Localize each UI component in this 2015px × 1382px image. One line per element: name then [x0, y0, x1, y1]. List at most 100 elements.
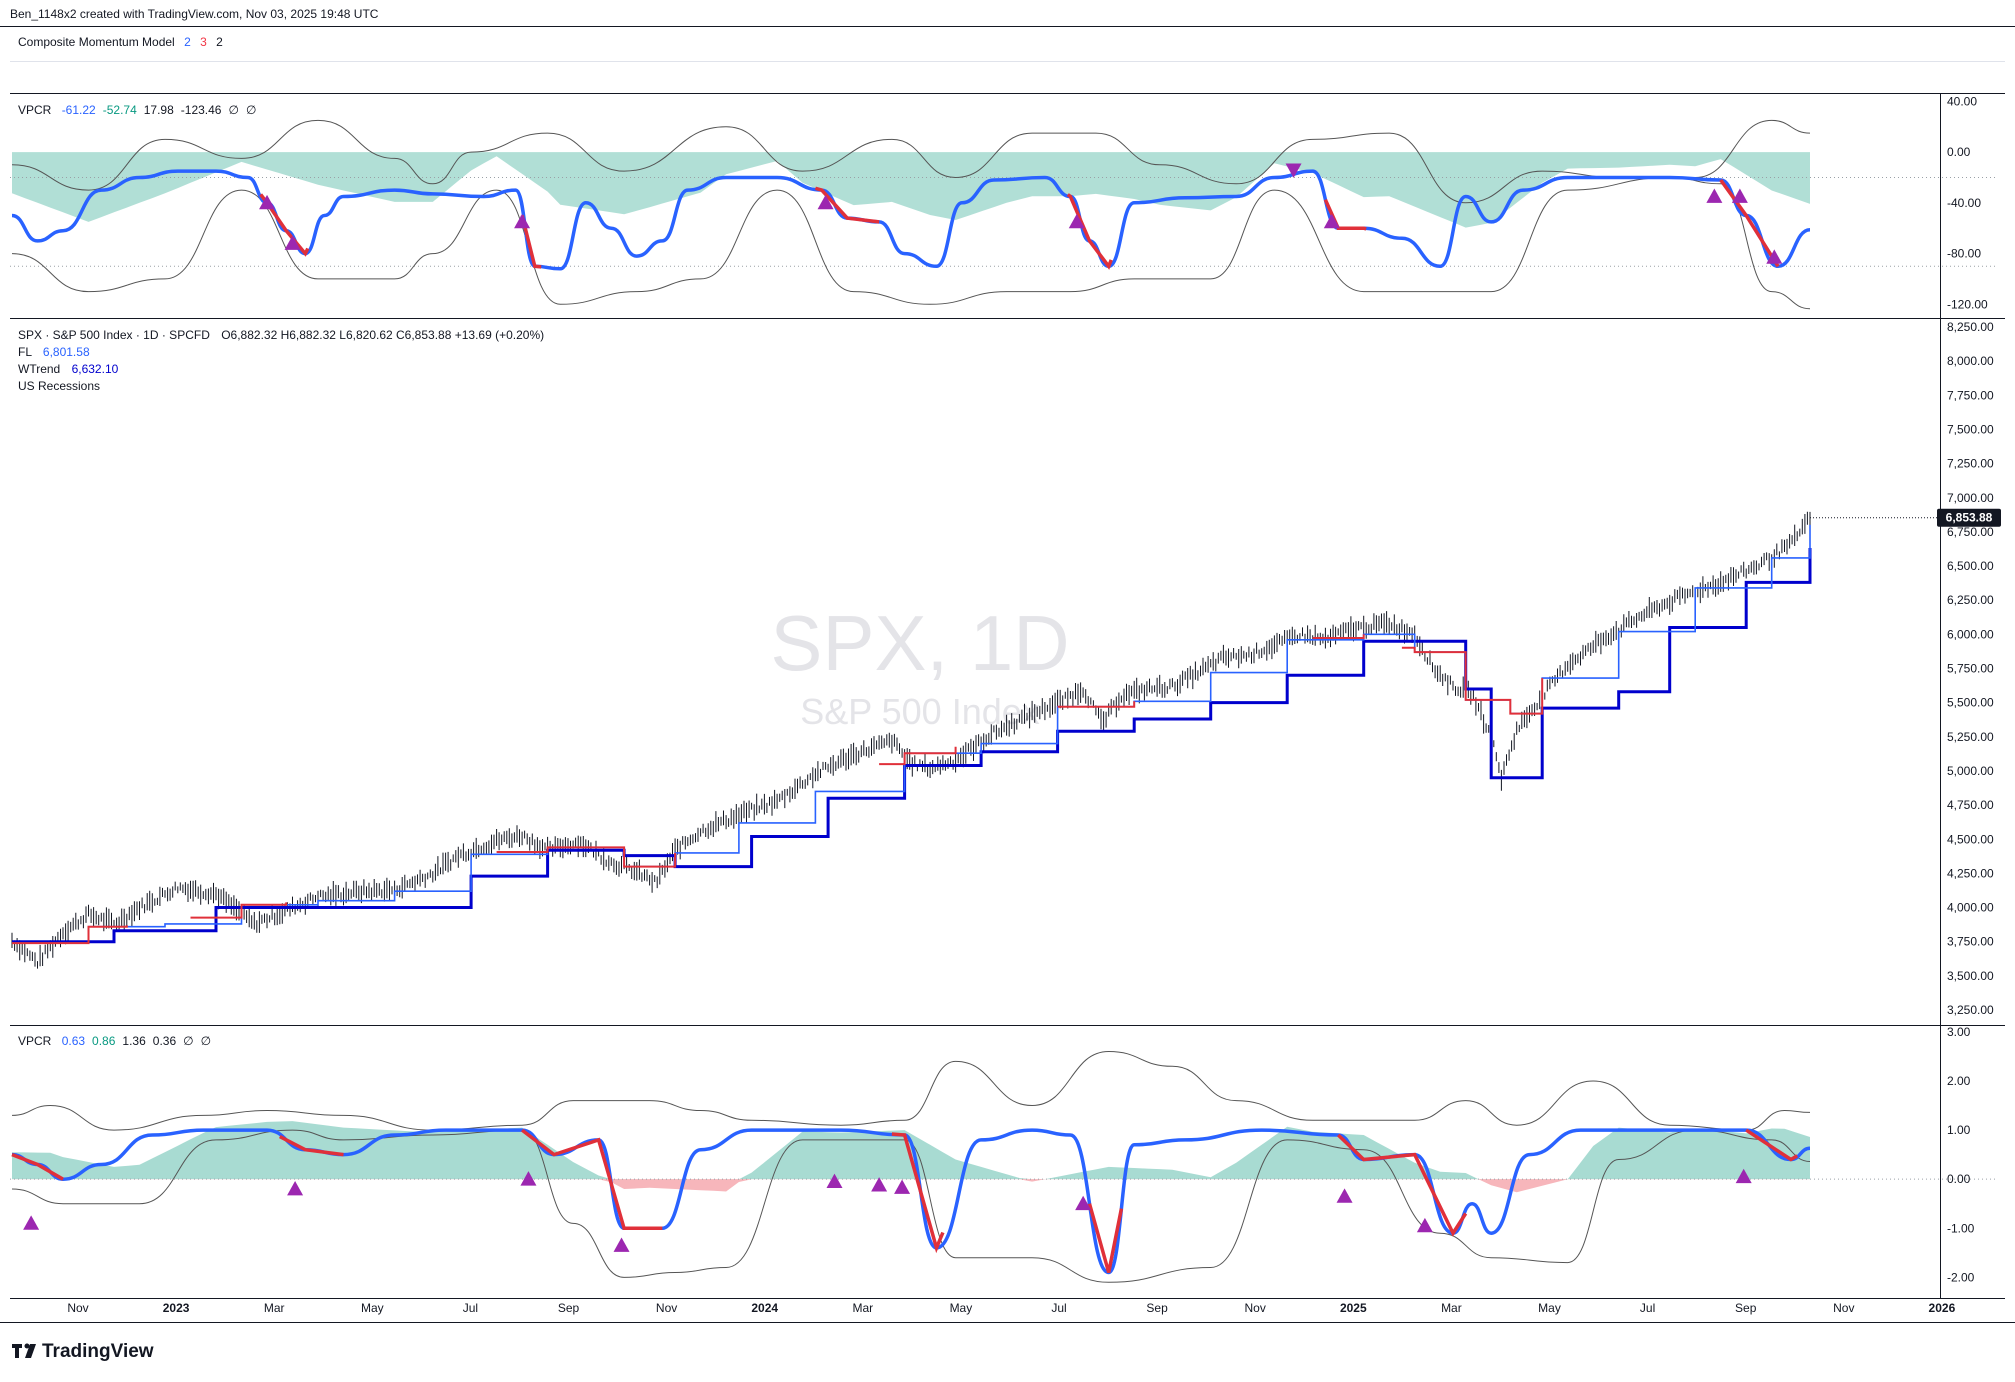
vpcr-top-pane — [10, 119, 1995, 310]
time-axis-label: Nov — [1833, 1301, 1854, 1315]
vpcr-bottom-signal-icon — [871, 1177, 888, 1192]
spx-title: SPX · S&P 500 Index · 1D · SPCFD — [18, 328, 210, 342]
spx-tick-label: 3,500.00 — [1947, 969, 1994, 983]
tradingview-logo-icon — [12, 1343, 36, 1358]
fl-down-segment — [879, 746, 957, 766]
vpcr-bottom-down-segment — [1336, 1133, 1468, 1237]
vpcr-top-tick-label: -80.00 — [1947, 247, 1981, 261]
vpcr-bottom-signal-icon — [1075, 1195, 1092, 1211]
spx-tick-label: 7,000.00 — [1947, 491, 1994, 505]
time-axis-label: 2025 — [1340, 1301, 1367, 1315]
vpcr-top-down-segment — [814, 186, 880, 224]
spx-tick-label: 4,000.00 — [1947, 901, 1994, 915]
price-badge-bg — [1937, 508, 2001, 527]
composite-name: Composite Momentum Model — [18, 35, 175, 49]
vpcr-bottom-legend: VPCR 0.63 0.86 1.36 0.36 ∅ ∅ — [18, 1034, 211, 1048]
vpcr-top-value-4: -123.46 — [181, 103, 222, 117]
spx-tick-label: 8,000.00 — [1947, 354, 1994, 368]
spx-tick-label: 4,500.00 — [1947, 832, 1994, 846]
spx-tick-label: 3,250.00 — [1947, 1003, 1994, 1017]
svg-text:SPX · S&P 500 Index · 1D · SPC: SPX · S&P 500 Index · 1D · SPCFD O6,882.… — [18, 328, 544, 342]
spx-tick-label: 5,250.00 — [1947, 730, 1994, 744]
spx-ohlc: O6,882.32 H6,882.32 L6,820.62 C6,853.88 … — [221, 328, 544, 342]
vpcr-bottom-value-3: 1.36 — [122, 1034, 146, 1048]
vpcr-top-tick-label: -40.00 — [1947, 196, 1981, 210]
price-badge-text: 6,853.88 — [1946, 511, 1993, 525]
spx-tick-label: 6,000.00 — [1947, 627, 1994, 641]
time-axis-label: Jul — [1051, 1301, 1066, 1315]
spx-tick-label: 4,250.00 — [1947, 866, 1994, 880]
spx-price-pane — [11, 511, 1940, 969]
time-axis-label: May — [361, 1301, 384, 1315]
us-recessions-label: US Recessions — [18, 379, 100, 393]
vpcr-top-down-segment — [1066, 193, 1113, 270]
vpcr-bottom-value-6: ∅ — [201, 1034, 211, 1048]
spx-tick-label: 7,750.00 — [1947, 388, 1994, 402]
vpcr-top-down-segment — [520, 215, 542, 269]
spx-tick-label: 8,250.00 — [1947, 320, 1994, 334]
fl-down-segment — [496, 846, 677, 868]
spx-price-axis[interactable]: 8,250.00 8,000.00 7,750.00 7,500.00 7,250.00… — [1947, 320, 1994, 1017]
spx-tick-label: 4,750.00 — [1947, 798, 1994, 812]
spx-tick-label: 3,750.00 — [1947, 935, 1994, 949]
time-axis-label: Nov — [67, 1301, 88, 1315]
vpcr-bottom-down-segment — [279, 1135, 344, 1157]
fl-down-segment — [1057, 701, 1136, 708]
wtrend-value: 6,632.10 — [72, 362, 119, 376]
vpcr-top-value-6: ∅ — [246, 103, 256, 117]
vpcr-top-value-1: -61.22 — [62, 103, 96, 117]
vpcr-bottom-down-segment — [521, 1128, 663, 1231]
vpcr-bottom-signal-icon — [287, 1181, 304, 1196]
time-axis-label: Nov — [656, 1301, 677, 1315]
fl-value: 6,801.58 — [43, 345, 90, 359]
svg-text:WTrend 6,632.10: WTrend 6,632.10 — [18, 362, 119, 376]
vpcr-top-name: VPCR — [18, 103, 52, 117]
vpcr-top-price-axis[interactable]: 40.00 0.00 -40.00 -80.00 -120.00 — [1947, 94, 1988, 311]
tradingview-brand: TradingView — [42, 1341, 154, 1362]
time-axis[interactable]: Nov 2023 Mar May Jul Sep Nov 2024 Mar May Jul Sep No… — [67, 1301, 1955, 1315]
vpcr-bottom-value-1: 0.63 — [62, 1034, 86, 1048]
fl-down-segment — [190, 902, 288, 919]
fl-down-segment — [1401, 646, 1544, 715]
header-bar — [0, 0, 2015, 26]
composite-value-3: 2 — [216, 35, 223, 49]
vpcr-bottom-value-5: ∅ — [183, 1034, 193, 1048]
spx-tick-label: 6,500.00 — [1947, 559, 1994, 573]
vpcr-top-tick-label: 40.00 — [1947, 94, 1977, 108]
vpcr-bottom-lower-band — [11, 1129, 1811, 1283]
vpcr-bottom-tick-label: -2.00 — [1947, 1270, 1975, 1284]
svg-text:Composite Momentum Model: Composite Momentum Model 2 3 2 — [18, 35, 223, 49]
vpcr-top-signal-icon — [1068, 213, 1085, 229]
vpcr-top-signal-icon — [514, 213, 531, 229]
vpcr-bottom-down-segment — [891, 1132, 945, 1254]
time-axis-label: Nov — [1245, 1301, 1266, 1315]
vpcr-top-lower-band — [11, 176, 1811, 310]
vpcr-top-tick-label: 0.00 — [1947, 145, 1971, 159]
spx-tick-label: 6,750.00 — [1947, 525, 1994, 539]
vpcr-bottom-tick-label: -1.00 — [1947, 1221, 1975, 1235]
time-axis-label: Sep — [1146, 1301, 1168, 1315]
time-axis-label: Sep — [1735, 1301, 1757, 1315]
vpcr-top-down-segment — [1719, 178, 1780, 268]
time-axis-label: Jul — [1640, 1301, 1655, 1315]
vpcr-top-signal-icon — [259, 194, 276, 210]
vpcr-top-value-2: -52.74 — [103, 103, 137, 117]
spx-tick-label: 5,000.00 — [1947, 764, 1994, 778]
watermark-symbol: SPX, 1D — [770, 599, 1069, 687]
vpcr-top-signal-icon — [817, 194, 834, 210]
fl-down-segment — [12, 925, 128, 945]
vpcr-top-tick-label: -120.00 — [1947, 297, 1988, 311]
time-axis-label: Jul — [463, 1301, 478, 1315]
vpcr-top-signal-icon — [1323, 213, 1340, 229]
composite-pane: Composite Momentum Model 2 3 2 — [18, 35, 223, 49]
vpcr-bottom-price-axis[interactable]: 3.00 2.00 1.00 0.00 -1.00 -2.00 — [1947, 1025, 1975, 1285]
vpcr-bottom-signal-icon — [826, 1173, 843, 1189]
time-axis-label: 2024 — [751, 1301, 778, 1315]
vpcr-bottom-upper-band — [11, 1050, 1811, 1131]
vpcr-bottom-signal-icon — [1336, 1188, 1353, 1203]
vpcr-bottom-signal-icon — [1735, 1168, 1752, 1184]
vpcr-bottom-signal-icon — [520, 1171, 537, 1186]
vpcr-bottom-pane — [10, 1050, 1995, 1283]
vpcr-bottom-down-segment — [11, 1152, 64, 1181]
